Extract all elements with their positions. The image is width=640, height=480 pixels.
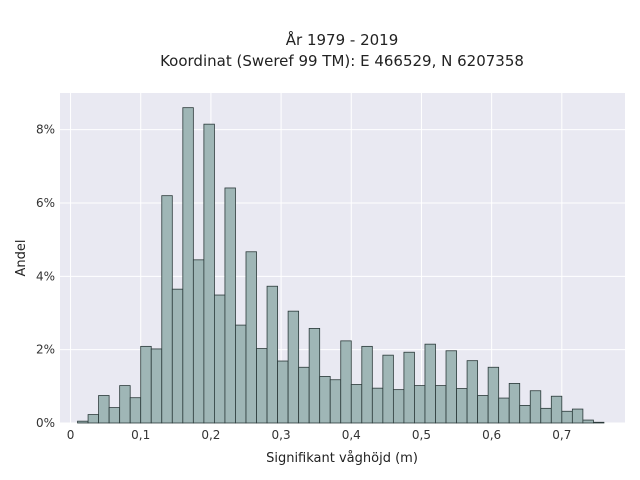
histogram-bar-37 — [466, 360, 479, 424]
histogram-bar-16 — [245, 251, 257, 424]
histogram-bar-15 — [235, 324, 247, 424]
histogram-bar-33 — [424, 343, 436, 424]
histogram-bar-3 — [108, 407, 121, 424]
histogram-bar-26 — [350, 384, 363, 424]
histogram-bar-34 — [435, 385, 447, 424]
histogram-bar-28 — [371, 387, 384, 424]
histogram-bar-31 — [403, 351, 415, 424]
y-tick-label: 2% — [36, 343, 55, 357]
histogram-bar-40 — [498, 397, 510, 424]
histogram-bar-2 — [98, 395, 110, 424]
histogram-bar-42 — [519, 404, 531, 424]
histogram-bar-12 — [203, 123, 215, 424]
histogram-bar-35 — [445, 350, 457, 424]
x-tick-label: 0,3 — [272, 428, 291, 442]
chart-title: År 1979 - 2019 — [286, 30, 399, 49]
x-axis-label: Signifikant våghöjd (m) — [266, 451, 418, 466]
bars-group — [77, 107, 605, 424]
histogram-bar-38 — [477, 395, 489, 424]
histogram-bar-48 — [582, 419, 594, 424]
chart-subtitle: Koordinat (Sweref 99 TM): E 466529, N 62… — [160, 52, 524, 70]
histogram-bar-4 — [119, 385, 131, 424]
histogram-bar-18 — [266, 285, 278, 424]
histogram-bar-27 — [361, 345, 373, 424]
x-tick-label: 0,5 — [412, 428, 431, 442]
x-tick-label: 0 — [67, 428, 75, 442]
x-tick-label: 0,4 — [342, 428, 361, 442]
histogram-bar-8 — [161, 195, 173, 424]
histogram-bar-21 — [298, 366, 310, 424]
x-tick-label: 0,7 — [552, 428, 571, 442]
y-tick-label: 4% — [36, 269, 55, 283]
histogram-bar-0 — [77, 420, 89, 424]
histogram-bar-36 — [456, 388, 468, 424]
x-tick-labels: 0 0,1 0,2 0,3 0,4 0,5 0,6 0,7 — [67, 428, 572, 442]
histogram-bar-9 — [171, 288, 184, 424]
histogram-bar-45 — [550, 395, 563, 424]
y-axis-label: Andel — [14, 240, 29, 277]
histogram-bar-32 — [414, 385, 426, 424]
histogram-bar-14 — [224, 187, 236, 424]
histogram-bar-23 — [319, 376, 331, 424]
histogram-bar-41 — [508, 382, 521, 424]
histogram-bar-11 — [192, 259, 205, 424]
histogram-bar-30 — [392, 389, 405, 424]
y-tick-label: 8% — [36, 123, 55, 137]
histogram-bar-5 — [129, 397, 142, 424]
histogram-bar-17 — [256, 348, 268, 424]
histogram-bar-13 — [214, 294, 226, 424]
histogram-bar-1 — [87, 414, 100, 424]
histogram-bar-20 — [287, 310, 300, 424]
histogram-bar-39 — [487, 366, 500, 424]
y-tick-labels: 0% 2% 4% 6% 8% — [36, 123, 55, 430]
histogram-bar-10 — [182, 107, 194, 424]
x-tick-label: 0,6 — [482, 428, 501, 442]
histogram-bar-24 — [329, 379, 342, 424]
histogram-bar-25 — [340, 340, 352, 424]
histogram-bar-29 — [382, 354, 394, 424]
histogram-bar-49 — [593, 421, 605, 424]
x-tick-label: 0,1 — [131, 428, 150, 442]
histogram-bar-44 — [540, 407, 552, 424]
x-tick-label: 0,2 — [201, 428, 220, 442]
histogram-bar-46 — [561, 410, 573, 424]
histogram-bar-22 — [308, 327, 321, 424]
y-tick-label: 0% — [36, 416, 55, 430]
histogram-bar-6 — [140, 345, 152, 424]
histogram-bar-19 — [277, 360, 289, 424]
histogram-bar-7 — [150, 348, 163, 424]
y-tick-label: 6% — [36, 196, 55, 210]
histogram-bar-47 — [571, 408, 584, 424]
histogram-bar-43 — [529, 390, 542, 424]
